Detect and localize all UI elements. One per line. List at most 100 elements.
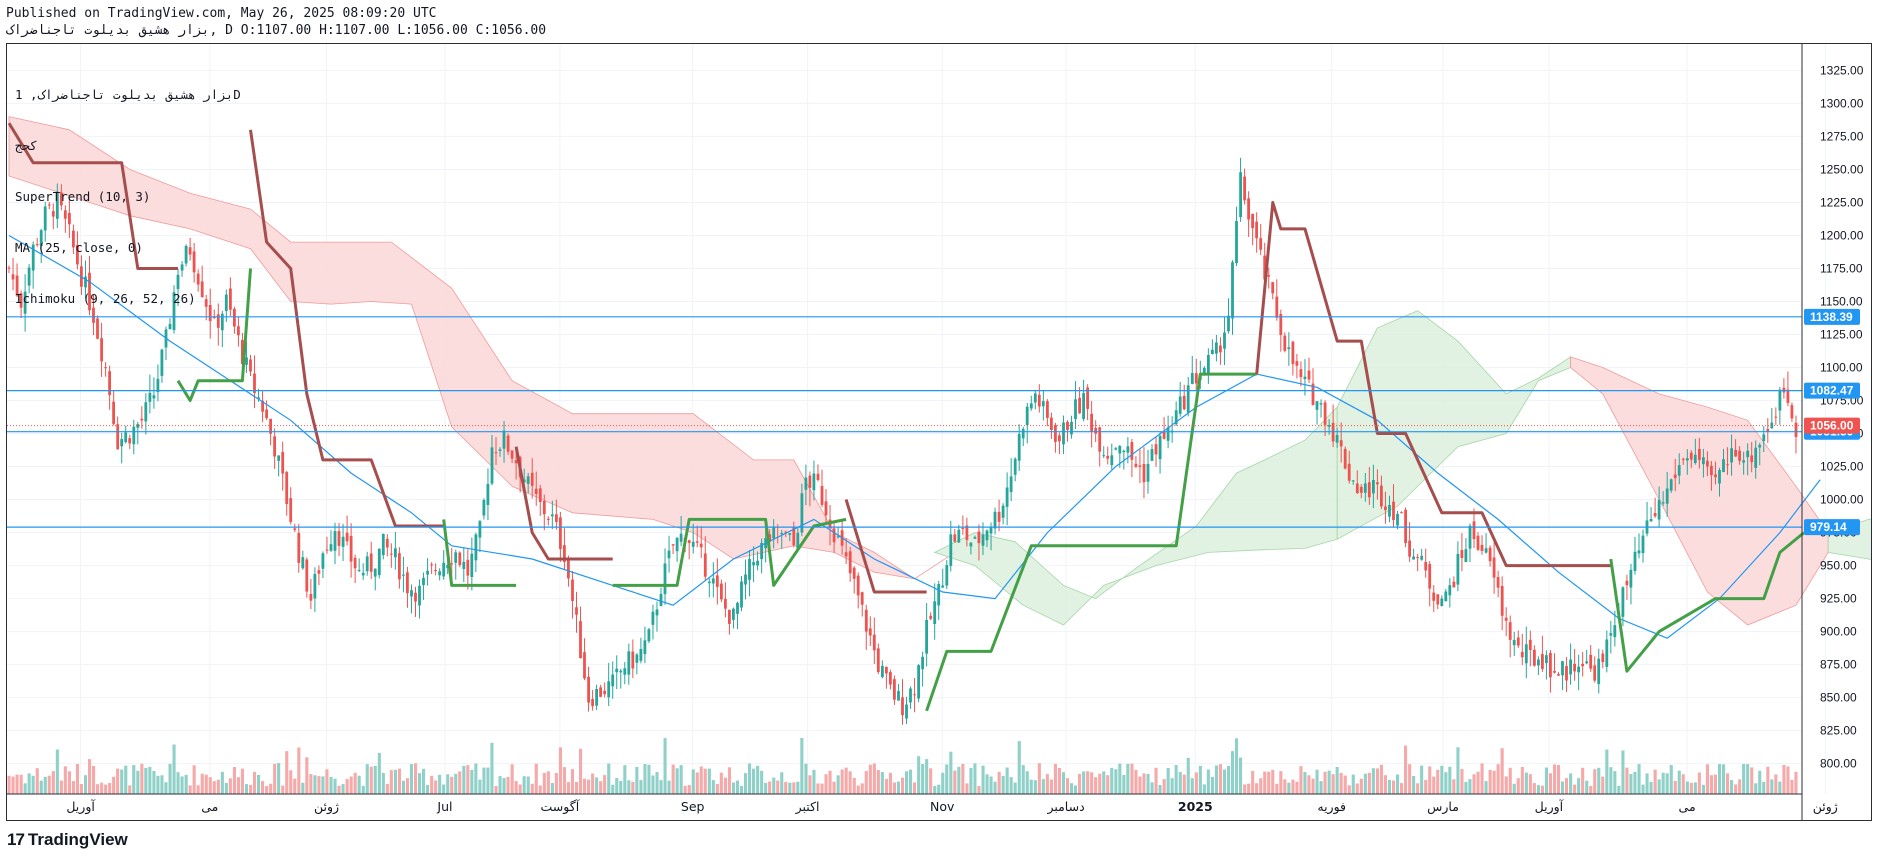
volume-bar: [917, 756, 921, 794]
candle-body: [1279, 313, 1283, 335]
candle-body: [406, 572, 409, 594]
price-chart[interactable]: 800.00 825.00 850.00 875.00 900.00 925.00 950.…: [7, 44, 1871, 820]
volume-bar: [1013, 782, 1017, 794]
tradingview-brand[interactable]: 17 TradingView: [7, 830, 128, 850]
legend-supertrend[interactable]: SuperTrend (10, 3): [15, 189, 151, 204]
candle-body: [1677, 465, 1681, 476]
volume-bar: [1182, 774, 1186, 794]
volume-bar: [1468, 779, 1472, 794]
candle-body: [1629, 569, 1633, 588]
volume-bar: [1480, 763, 1484, 794]
candle-body: [707, 581, 711, 584]
volume-bar: [1279, 771, 1283, 794]
y-tick-label: 1225.00: [1820, 195, 1864, 209]
volume-bar: [715, 784, 719, 794]
volume-bar: [361, 786, 365, 794]
volume-bar: [353, 772, 357, 794]
candle-body: [1488, 547, 1492, 562]
candle-body: [534, 488, 538, 494]
candle-body: [1122, 450, 1126, 452]
candle-body: [1524, 644, 1528, 664]
volume-bar: [550, 783, 554, 794]
candle-body: [1722, 459, 1725, 473]
volume-bar: [1359, 778, 1363, 794]
candle-body: [957, 529, 961, 543]
volume-bar: [188, 785, 192, 794]
volume-bar: [1239, 757, 1243, 794]
candle-body: [965, 525, 969, 540]
candle-body: [305, 559, 309, 592]
candle-body: [233, 308, 236, 327]
candle-body: [96, 318, 99, 339]
supertrend-line: [176, 268, 252, 402]
candle-body: [1315, 401, 1319, 410]
candle-body: [1158, 435, 1162, 460]
volume-bar: [1170, 778, 1174, 794]
candle-body: [196, 273, 200, 285]
volume-bar: [1742, 764, 1746, 794]
candle-body: [1516, 637, 1520, 646]
x-tick-label: دسامبر: [1046, 799, 1084, 815]
volume-bar: [1371, 768, 1375, 794]
candle-body: [1641, 535, 1645, 554]
candle-body: [1794, 422, 1798, 437]
x-tick-label: فوریه: [1317, 799, 1346, 815]
volume-bar: [1581, 767, 1585, 794]
candle-body: [1367, 482, 1371, 498]
volume-bar: [691, 769, 695, 794]
candle-body: [1520, 651, 1524, 658]
volume-bar: [1557, 765, 1561, 794]
volume-bar: [1750, 767, 1754, 794]
candle-body: [1553, 671, 1556, 673]
volume-bar: [200, 773, 204, 794]
volume-bar: [977, 786, 981, 794]
volume-bar: [828, 770, 832, 794]
candle-body: [1730, 448, 1733, 463]
volume-bar: [204, 774, 208, 794]
volume-bar: [832, 781, 836, 794]
volume-bar: [856, 785, 860, 794]
volume-bar: [1754, 783, 1758, 794]
candle-body: [1424, 562, 1428, 571]
candle-body: [156, 378, 160, 392]
candle-body: [852, 567, 856, 579]
candle-body: [937, 584, 941, 606]
candle-body: [1774, 416, 1778, 418]
candle-body: [402, 574, 405, 576]
candle-body: [1098, 427, 1102, 452]
candle-body: [808, 475, 812, 488]
volume-bar: [1738, 779, 1742, 794]
candle-body: [329, 544, 333, 551]
candle-body: [285, 472, 289, 504]
volume-bar: [1021, 765, 1025, 794]
candle-body: [317, 570, 321, 574]
candle-body: [192, 251, 196, 273]
candle-body: [675, 537, 679, 552]
candle-body: [1090, 413, 1093, 432]
candle-body: [184, 245, 188, 264]
ohlc-line: بزار هشیق بدیلوت تاجناضرا‌ک, D O:1107.00…: [6, 23, 547, 38]
candle-body: [889, 672, 892, 685]
volume-bar: [562, 767, 566, 794]
volume-bar: [1613, 771, 1617, 794]
candle-body: [1758, 444, 1762, 448]
volume-bar: [377, 752, 381, 794]
candle-body: [1078, 397, 1081, 414]
candle-body: [1255, 221, 1258, 239]
x-tick-label: ژوئن: [1813, 799, 1838, 815]
volume-bar: [1017, 741, 1021, 794]
volume-bar: [1593, 769, 1597, 794]
volume-bar: [711, 780, 715, 794]
candle-body: [1094, 427, 1098, 434]
y-tick-label: 1175.00: [1820, 261, 1863, 275]
volume-bar: [566, 782, 570, 794]
volume-bar: [104, 784, 108, 794]
volume-bar: [1762, 781, 1766, 794]
legend-ma[interactable]: MA (25, close, 0): [15, 240, 143, 255]
legend-ichimoku[interactable]: Ichimoku (9, 26, 52, 26): [15, 291, 196, 306]
volume-bar: [365, 764, 369, 794]
candle-body: [365, 556, 369, 572]
candle-body: [84, 276, 87, 288]
volume-bar: [333, 778, 337, 794]
x-tick-label: می: [1679, 799, 1696, 814]
